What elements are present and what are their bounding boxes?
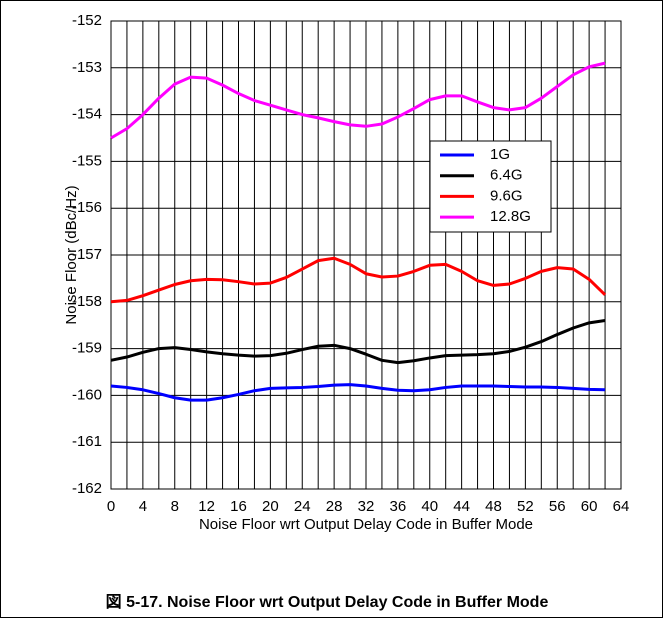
x-tick-label: 0 bbox=[107, 498, 115, 515]
x-tick-label: 28 bbox=[326, 498, 343, 515]
legend-label: 12.8G bbox=[490, 208, 531, 225]
y-tick-label: -160 bbox=[72, 386, 102, 403]
y-axis-label: Noise Floor (dBc/Hz) bbox=[63, 185, 80, 324]
series-line bbox=[110, 319, 606, 365]
y-tick-label: -154 bbox=[72, 106, 102, 123]
y-tick-label: -159 bbox=[72, 340, 102, 357]
series-line bbox=[110, 256, 607, 304]
x-tick-label: 4 bbox=[139, 498, 147, 515]
y-tick-label: -158 bbox=[72, 293, 102, 310]
series-line bbox=[110, 61, 606, 140]
series-line bbox=[110, 383, 606, 402]
x-axis-label: Noise Floor wrt Output Delay Code in Buf… bbox=[199, 516, 533, 533]
legend-label: 1G bbox=[490, 146, 510, 163]
y-tick-label: -153 bbox=[72, 59, 102, 76]
x-tick-label: 8 bbox=[171, 498, 179, 515]
x-tick-label: 64 bbox=[613, 498, 630, 515]
x-tick-label: 40 bbox=[421, 498, 438, 515]
x-tick-label: 36 bbox=[390, 498, 407, 515]
x-tick-label: 52 bbox=[517, 498, 534, 515]
caption: 図 5-17. Noise Floor wrt Output Delay Cod… bbox=[106, 593, 549, 611]
x-tick-label: 12 bbox=[198, 498, 215, 515]
x-tick-label: 16 bbox=[230, 498, 247, 515]
y-tick-label: -152 bbox=[72, 12, 102, 29]
x-tick-label: 20 bbox=[262, 498, 279, 515]
x-tick-label: 48 bbox=[485, 498, 502, 515]
legend-label: 9.6G bbox=[490, 187, 523, 204]
x-tick-label: 32 bbox=[358, 498, 375, 515]
y-tick-label: -156 bbox=[72, 199, 102, 216]
legend-label: 6.4G bbox=[490, 167, 523, 184]
x-tick-label: 56 bbox=[549, 498, 566, 515]
y-tick-label: -162 bbox=[72, 480, 102, 497]
x-tick-label: 24 bbox=[294, 498, 311, 515]
legend: 1G 6.4G 9.6G 12.8G bbox=[429, 140, 552, 233]
y-tick-label: -161 bbox=[72, 433, 102, 450]
x-tick-label: 44 bbox=[453, 498, 470, 515]
x-tick-label: 60 bbox=[581, 498, 598, 515]
y-tick-label: -155 bbox=[72, 152, 102, 169]
y-tick-label: -157 bbox=[72, 246, 102, 263]
